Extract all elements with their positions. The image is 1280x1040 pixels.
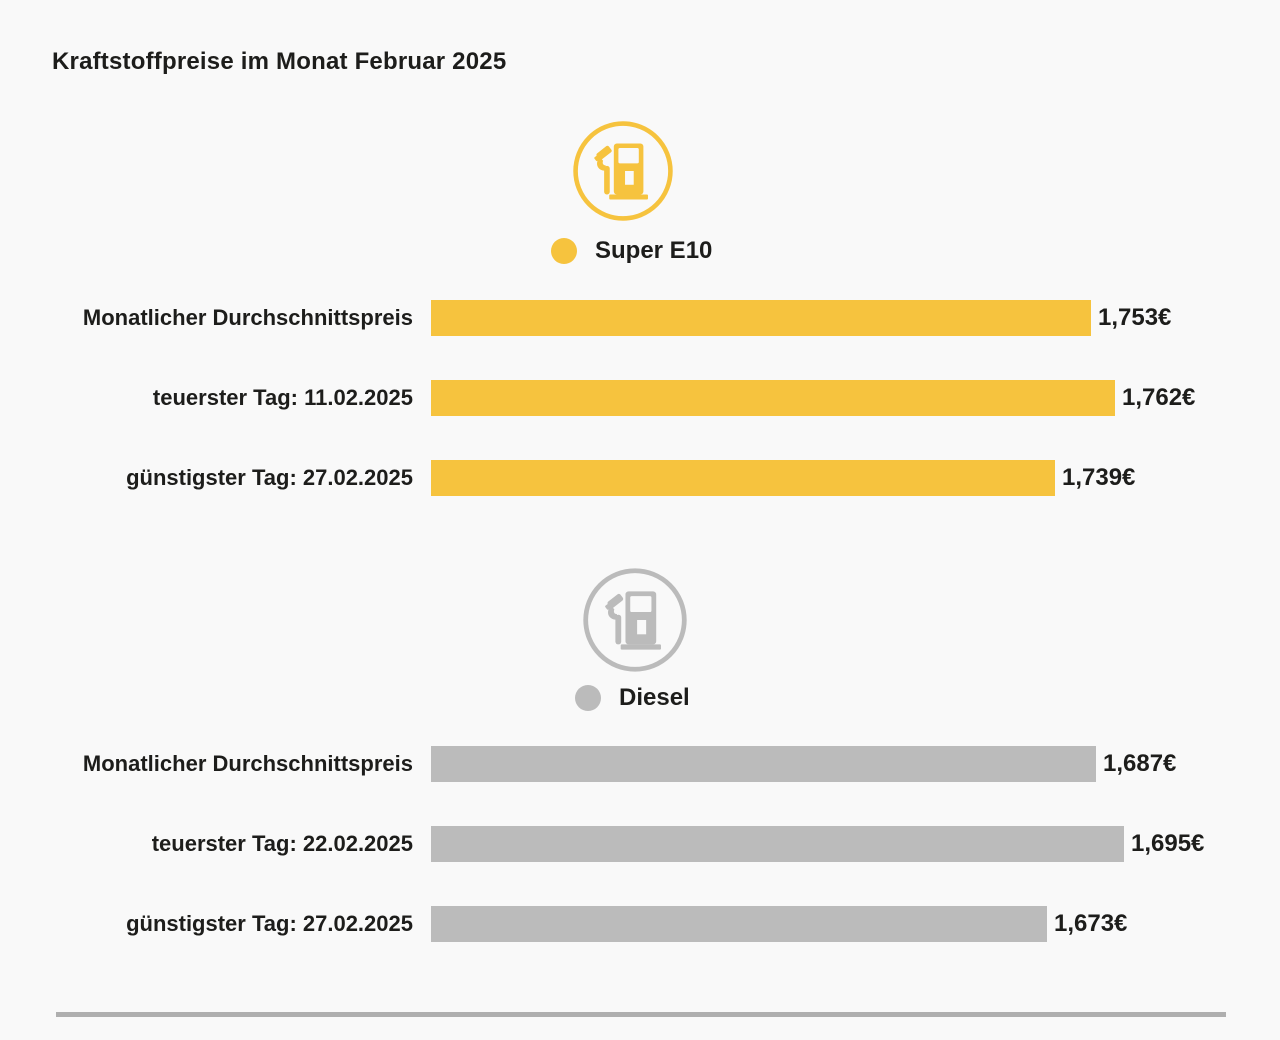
- bar-row-super-max: teuerster Tag: 11.02.2025 1,762€: [0, 380, 1280, 416]
- page-title: Kraftstoffpreise im Monat Februar 2025: [52, 48, 507, 75]
- bottom-divider: [56, 1012, 1226, 1017]
- bar-row-diesel-min: günstigster Tag: 27.02.2025 1,673€: [0, 906, 1280, 942]
- bar-label: Monatlicher Durchschnittspreis: [82, 751, 413, 776]
- bar-super-max: [431, 380, 1115, 416]
- legend-dot-diesel: [575, 685, 601, 711]
- bar-label: günstigster Tag: 27.02.2025: [126, 465, 413, 490]
- bar-row-super-min: günstigster Tag: 27.02.2025 1,739€: [0, 460, 1280, 496]
- bar-diesel-min: [431, 906, 1047, 942]
- bar-value: 1,762€: [1122, 384, 1196, 411]
- fuel-pump-icon: [583, 568, 687, 672]
- bar-label: Monatlicher Durchschnittspreis: [82, 305, 413, 330]
- legend-label-super-e10: Super E10: [595, 237, 713, 264]
- bar-label: günstigster Tag: 27.02.2025: [126, 911, 413, 936]
- legend-super-e10: Super E10: [551, 237, 712, 265]
- bar-row-super-avg: Monatlicher Durchschnittspreis 1,753€: [0, 300, 1280, 336]
- super-e10-icon-wrap: [572, 120, 674, 222]
- legend-label-diesel: Diesel: [619, 684, 690, 711]
- bar-row-diesel-max: teuerster Tag: 22.02.2025 1,695€: [0, 826, 1280, 862]
- bar-super-avg: [431, 300, 1091, 336]
- bar-value: 1,753€: [1098, 304, 1172, 331]
- diesel-icon-wrap: [582, 567, 688, 673]
- bar-diesel-max: [431, 826, 1124, 862]
- legend-diesel: Diesel: [575, 684, 690, 712]
- bar-row-diesel-avg: Monatlicher Durchschnittspreis 1,687€: [0, 746, 1280, 782]
- bar-value: 1,739€: [1062, 464, 1136, 491]
- legend-dot-super-e10: [551, 238, 577, 264]
- bar-value: 1,673€: [1054, 910, 1128, 937]
- diesel-bars: Monatlicher Durchschnittspreis 1,687€ te…: [0, 746, 1280, 986]
- bar-value: 1,687€: [1103, 750, 1177, 777]
- bar-super-min: [431, 460, 1055, 496]
- bar-diesel-avg: [431, 746, 1096, 782]
- fuel-pump-icon: [573, 121, 673, 221]
- bar-label: teuerster Tag: 11.02.2025: [152, 385, 413, 410]
- bar-value: 1,695€: [1131, 830, 1205, 857]
- super-e10-bars: Monatlicher Durchschnittspreis 1,753€ te…: [0, 300, 1280, 540]
- bar-label: teuerster Tag: 22.02.2025: [151, 831, 413, 856]
